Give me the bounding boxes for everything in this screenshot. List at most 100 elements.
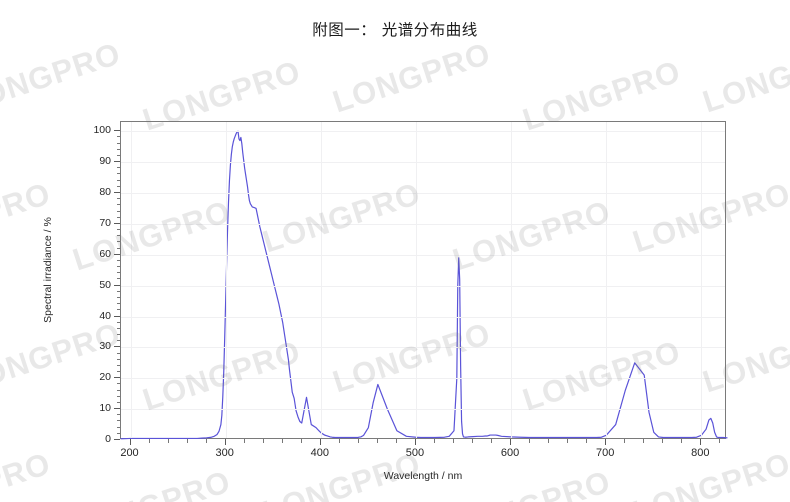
y-tick-label: 40 — [99, 309, 111, 322]
x-tick-minor — [471, 439, 473, 443]
y-tick-minor — [116, 290, 120, 292]
y-tick-label: 80 — [99, 186, 111, 198]
y-tick-major — [114, 253, 120, 255]
x-tick-minor — [586, 439, 588, 443]
x-tick-label: 300 — [215, 447, 234, 459]
gridline-horizontal — [121, 193, 725, 194]
y-tick-major — [114, 439, 120, 440]
x-tick-minor — [243, 439, 245, 443]
gridline-horizontal — [121, 316, 725, 318]
y-tick-minor — [116, 167, 120, 169]
x-tick-minor — [624, 439, 626, 443]
y-tick-label: 20 — [99, 371, 111, 384]
y-tick-label: 90 — [99, 155, 111, 168]
y-tick-label: 100 — [93, 124, 111, 137]
y-tick-minor — [116, 272, 120, 274]
y-tick-minor — [116, 198, 120, 200]
y-tick-minor — [116, 278, 120, 280]
y-tick-major — [114, 192, 120, 193]
x-tick-minor — [357, 439, 359, 443]
x-tick-minor — [338, 439, 340, 443]
gridline-vertical — [130, 122, 132, 438]
y-tick-minor — [116, 395, 120, 397]
plot-area — [120, 121, 728, 440]
gridline-horizontal — [121, 223, 725, 225]
y-tick-minor — [116, 426, 120, 428]
x-tick-minor — [491, 439, 493, 443]
x-tick-major — [700, 439, 702, 445]
y-tick-minor — [116, 303, 120, 305]
x-tick-major — [224, 439, 226, 445]
x-tick-major — [129, 439, 131, 445]
y-tick-minor — [116, 414, 120, 416]
y-tick-minor — [116, 352, 120, 354]
y-tick-major — [114, 161, 120, 163]
x-tick-minor — [643, 439, 645, 443]
x-tick-minor — [681, 439, 683, 443]
x-tick-minor — [548, 439, 550, 443]
y-tick-label: 30 — [99, 340, 111, 353]
x-axis-label: Wavelength / nm — [383, 470, 463, 482]
x-tick-minor — [376, 439, 378, 443]
y-tick-minor — [116, 420, 120, 422]
x-tick-label: 800 — [691, 447, 710, 459]
gridline-horizontal — [121, 378, 725, 380]
y-tick-minor — [116, 340, 120, 342]
x-tick-label: 400 — [310, 447, 329, 459]
gridline-vertical — [415, 122, 417, 438]
gridline-horizontal — [121, 254, 725, 256]
x-tick-minor — [262, 439, 264, 443]
y-tick-minor — [116, 185, 120, 187]
y-tick-minor — [116, 371, 120, 373]
gridline-vertical — [511, 122, 513, 438]
x-tick-minor — [662, 439, 664, 443]
x-tick-minor — [452, 439, 454, 443]
gridline-horizontal — [121, 409, 725, 411]
y-tick-minor — [116, 142, 120, 144]
gridline-horizontal — [121, 131, 725, 133]
y-tick-minor — [116, 241, 120, 243]
series-line — [120, 130, 728, 440]
y-tick-minor — [116, 389, 120, 391]
x-tick-minor — [300, 439, 302, 443]
y-tick-minor — [116, 136, 120, 138]
y-tick-minor — [116, 229, 120, 231]
gridline-vertical — [606, 122, 608, 438]
x-tick-label: 200 — [120, 447, 139, 459]
y-tick-minor — [116, 216, 120, 218]
x-tick-minor — [433, 439, 435, 443]
x-tick-major — [605, 439, 607, 445]
y-tick-minor — [116, 148, 120, 150]
y-tick-major — [114, 222, 120, 224]
gridline-horizontal — [121, 347, 725, 349]
y-axis-label: Spectral irradiance / % — [42, 217, 54, 323]
y-tick-minor — [116, 266, 120, 268]
gridline-vertical — [225, 122, 227, 438]
y-tick-minor — [116, 401, 120, 403]
x-tick-minor — [186, 439, 188, 443]
y-tick-minor — [116, 204, 120, 206]
y-tick-label: 70 — [99, 216, 111, 229]
y-tick-label: 0 — [105, 433, 111, 445]
y-tick-major — [114, 346, 120, 348]
spectral-irradiance-curve — [120, 130, 728, 440]
x-tick-minor — [167, 439, 169, 443]
y-tick-label: 50 — [99, 278, 111, 291]
gridline-vertical — [701, 122, 703, 438]
y-tick-minor — [116, 235, 120, 237]
x-tick-label: 500 — [405, 447, 425, 459]
x-tick-major — [414, 439, 416, 445]
x-tick-label: 700 — [595, 447, 615, 459]
y-tick-minor — [116, 327, 120, 329]
x-tick-minor — [719, 439, 721, 443]
y-tick-minor — [116, 179, 120, 181]
y-tick-minor — [116, 247, 120, 249]
x-tick-minor — [148, 439, 150, 443]
x-tick-major — [319, 439, 321, 445]
y-tick-major — [114, 130, 120, 132]
x-tick-minor — [529, 439, 531, 443]
x-tick-minor — [567, 439, 569, 443]
y-tick-major — [114, 315, 120, 317]
y-tick-minor — [116, 309, 120, 311]
